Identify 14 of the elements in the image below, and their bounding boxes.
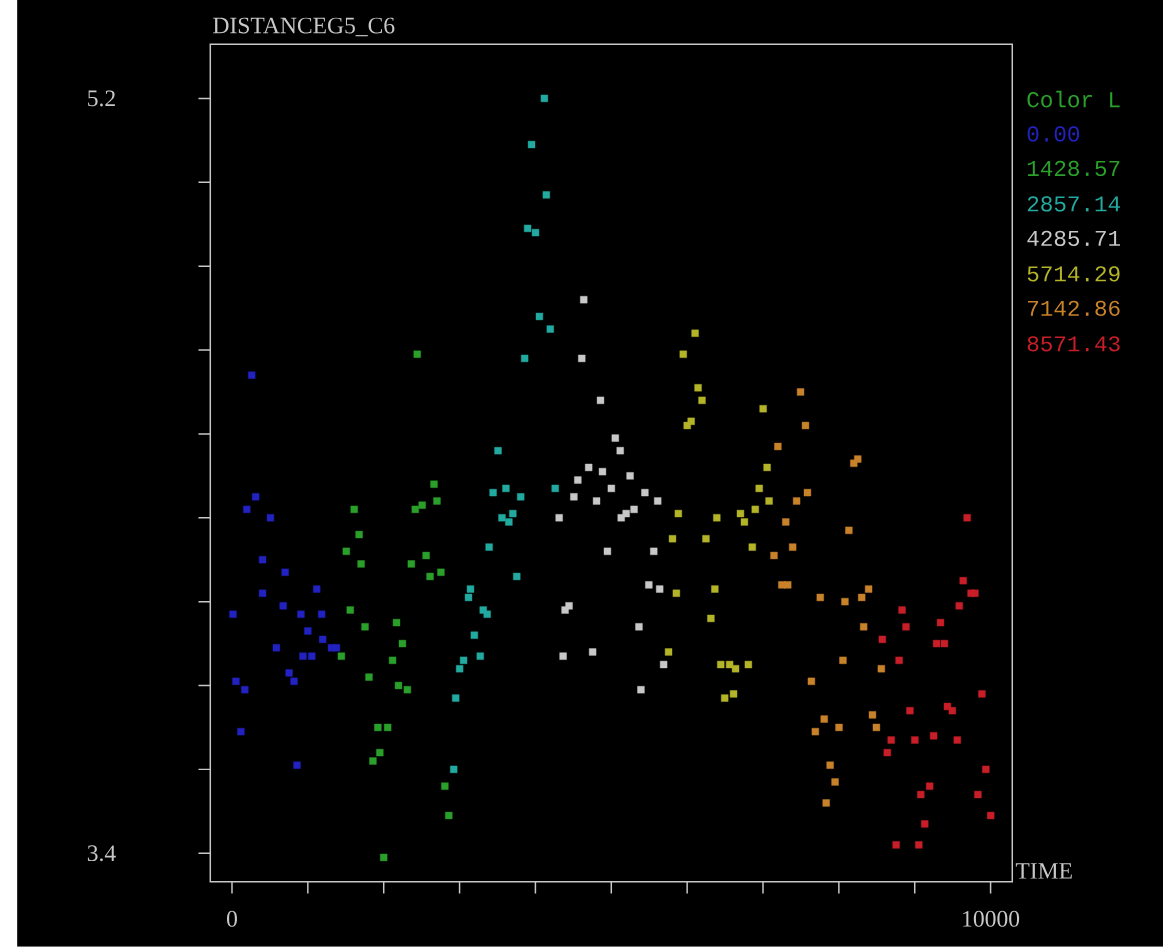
text: 0.00 — [1027, 126, 1080, 142]
legend-title: Color L — [1027, 90, 1120, 108]
text: 1428.57 — [1027, 160, 1120, 177]
chart-title: DISTANCEG5_C6 — [213, 17, 395, 37]
text: 8571.43 — [1027, 336, 1120, 352]
y-tick-label: 5.2 — [88, 90, 115, 107]
text: 5714.29 — [1027, 266, 1120, 282]
text: 4285.71 — [1027, 230, 1120, 247]
x-tick-label: 10000 — [963, 910, 1020, 927]
x-axis-title: TIME — [1015, 863, 1072, 879]
y-tick-label: 3.4 — [87, 845, 116, 862]
x-tick-label: 0 — [226, 910, 237, 927]
text: 7142.86 — [1028, 300, 1120, 317]
text: 2857.14 — [1027, 196, 1120, 212]
